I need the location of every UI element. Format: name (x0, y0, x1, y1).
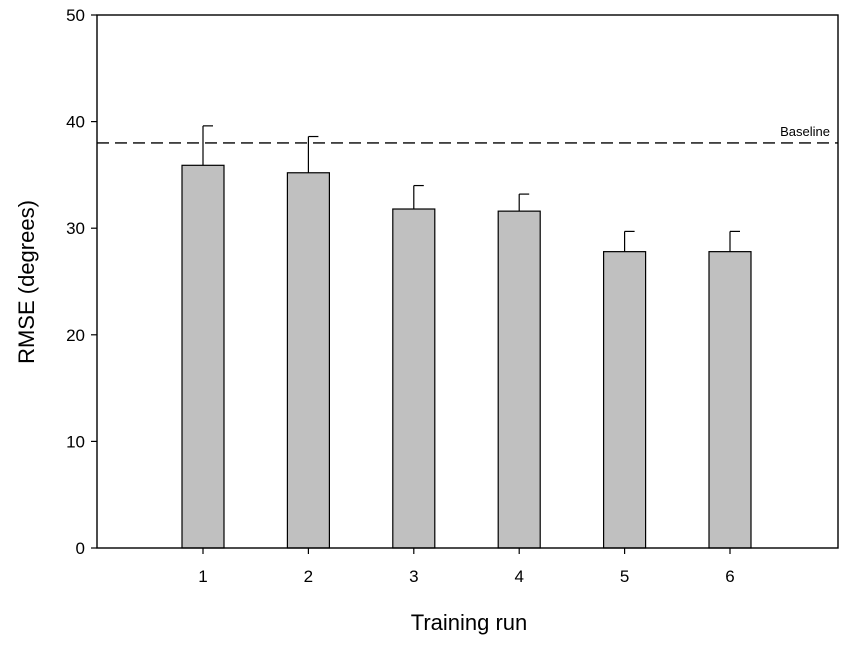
bar-run-4 (497, 210, 541, 549)
bar-run-5 (602, 251, 647, 549)
bar-run-2 (286, 172, 330, 549)
x-tick-label-6: 6 (725, 567, 734, 586)
y-tick-label-10: 10 (66, 432, 85, 451)
x-tick-label-2: 2 (304, 567, 313, 586)
y-tick-label-30: 30 (66, 219, 85, 238)
x-tick-label-4: 4 (514, 567, 523, 586)
y-tick-label-0: 0 (76, 539, 85, 558)
y-axis-title: RMSE (degrees) (14, 200, 39, 364)
x-tick-label-3: 3 (409, 567, 418, 586)
x-tick-label-5: 5 (620, 567, 629, 586)
plot-area: Baseline 1 2 3 4 5 6 0 10 20 30 40 50 (66, 6, 839, 586)
bar-run-6 (708, 251, 752, 549)
bar-run-1 (181, 164, 225, 549)
x-axis-title: Training run (411, 610, 528, 635)
y-tick-label-50: 50 (66, 6, 85, 25)
bar-run-3 (392, 208, 436, 549)
x-tick-label-1: 1 (198, 567, 207, 586)
baseline-label: Baseline (780, 124, 830, 139)
y-tick-label-40: 40 (66, 113, 85, 132)
y-tick-label-20: 20 (66, 326, 85, 345)
plot-frame (96, 14, 839, 549)
